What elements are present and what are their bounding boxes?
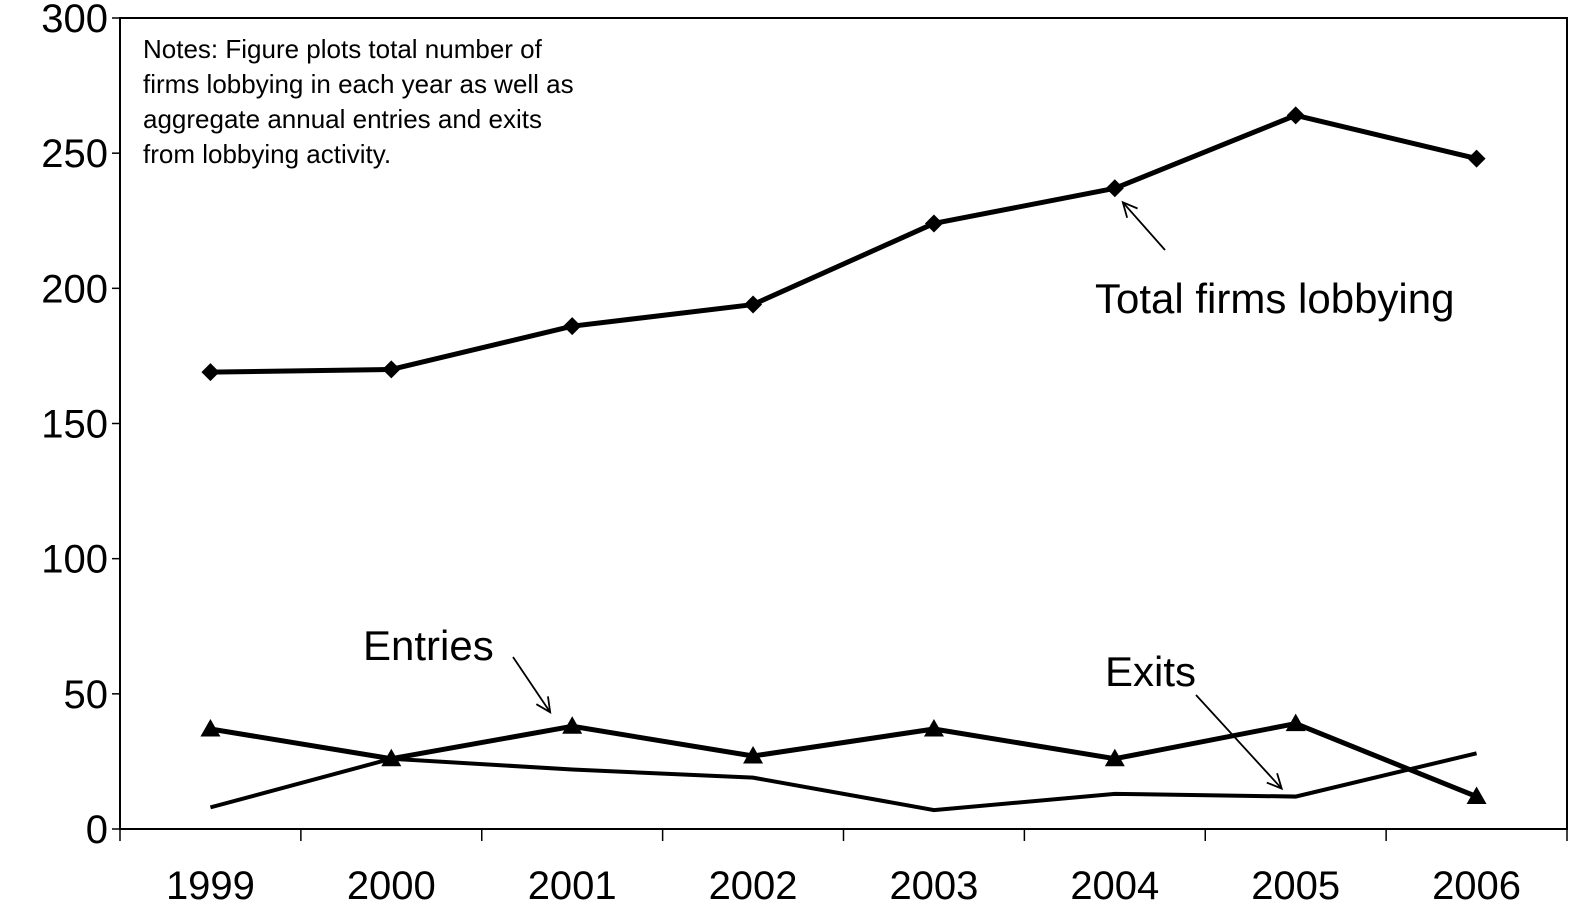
data-point-entries [1466, 786, 1487, 805]
data-point-total-firms-lobbying [1105, 179, 1124, 198]
data-point-entries [1285, 713, 1306, 732]
data-point-entries [1104, 748, 1125, 767]
annotation-arrow-head [535, 696, 552, 714]
data-point-total-firms-lobbying [201, 363, 220, 382]
x-tick-label: 2002 [709, 864, 798, 908]
data-point-total-firms-lobbying [1467, 149, 1486, 168]
data-point-entries [923, 718, 944, 737]
data-point-total-firms-lobbying [382, 360, 401, 379]
note-line-2: firms lobbying in each year as well as [143, 69, 574, 99]
series-line-exits [209, 751, 1478, 813]
axis-ticks: 0 50 100 150 200 250 300 1999 2000 2001 2002 2003 20… [41, 0, 1568, 908]
x-tick-label: 2004 [1070, 864, 1159, 908]
y-tick-label: 200 [41, 267, 108, 311]
data-point-entries [562, 716, 583, 734]
data-point-total-firms-lobbying [744, 295, 763, 314]
annotation-arrow [1122, 201, 1166, 251]
y-tick-label: 100 [41, 538, 108, 582]
annotations: Total firms lobbying Entries Exits [363, 200, 1454, 791]
series-line-entries [210, 721, 1478, 799]
y-tick-label: 50 [64, 673, 109, 717]
y-tick-label: 150 [41, 403, 108, 447]
y-tick-label: 300 [41, 0, 108, 41]
x-tick-label: 2001 [528, 864, 617, 908]
annotation-arrow [512, 656, 551, 713]
data-point-total-firms-lobbying [563, 317, 582, 336]
data-point-entries [743, 746, 764, 764]
x-tick-label: 2005 [1251, 864, 1340, 908]
data-point-total-firms-lobbying [1286, 106, 1305, 125]
x-tick-label: 2003 [889, 864, 978, 908]
note-line-4: from lobbying activity. [143, 139, 391, 169]
y-tick-label: 0 [86, 808, 108, 852]
x-tick-label: 1999 [166, 864, 255, 908]
note-line-3: aggregate annual entries and exits [143, 104, 542, 134]
data-point-entries [200, 718, 221, 737]
x-tick-label: 2000 [347, 864, 436, 908]
notes-box: Notes: Figure plots total number of firm… [143, 34, 574, 169]
annotation-exits: Exits [1105, 648, 1196, 695]
data-point-total-firms-lobbying [924, 214, 943, 233]
annotation-total-firms: Total firms lobbying [1095, 275, 1454, 322]
series-line-total-firms-lobbying [210, 112, 1478, 375]
annotation-entries: Entries [363, 622, 494, 669]
series-group [200, 106, 1487, 813]
annotation-arrow-head [1121, 200, 1138, 218]
y-tick-label: 250 [41, 132, 108, 176]
note-line-1: Notes: Figure plots total number of [143, 34, 543, 64]
annotation-arrow [1195, 694, 1283, 790]
x-tick-label: 2006 [1432, 864, 1521, 908]
annotation-arrow-head [1266, 772, 1284, 791]
